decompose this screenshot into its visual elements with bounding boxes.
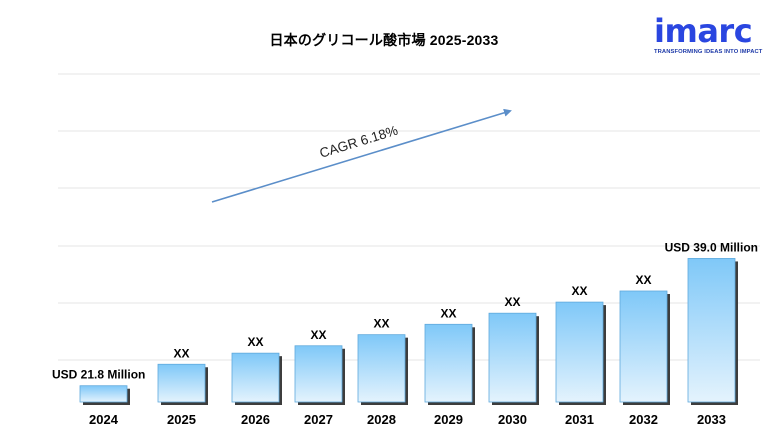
bar bbox=[79, 385, 128, 403]
cagr-label: CAGR 6.18% bbox=[318, 123, 400, 161]
data-label: XX bbox=[635, 273, 651, 287]
x-tick-label: 2033 bbox=[697, 412, 726, 427]
bar bbox=[619, 290, 668, 403]
bar bbox=[488, 312, 537, 403]
x-tick-label: 2029 bbox=[434, 412, 463, 427]
data-label: USD 21.8 Million bbox=[52, 368, 145, 382]
data-label: USD 39.0 Million bbox=[665, 240, 758, 254]
x-tick-label: 2027 bbox=[304, 412, 333, 427]
bar bbox=[157, 363, 206, 403]
chart-title: 日本のグリコール酸市場 2025-2033 bbox=[269, 32, 499, 48]
data-label: XX bbox=[247, 335, 263, 349]
bar bbox=[555, 301, 604, 403]
x-tick-label: 2026 bbox=[241, 412, 270, 427]
logo-wordmark: imarc bbox=[654, 12, 753, 50]
data-label: XX bbox=[571, 284, 587, 298]
data-label: XX bbox=[373, 317, 389, 331]
data-label: XX bbox=[310, 328, 326, 342]
data-label: XX bbox=[504, 295, 520, 309]
data-labels: USD 21.8 Million XX XX XX XX XX XX XX XX USD 39.0… bbox=[52, 240, 758, 381]
x-tick-label: 2025 bbox=[167, 412, 196, 427]
cagr-arrow bbox=[211, 108, 512, 203]
data-label: XX bbox=[173, 346, 189, 360]
imarc-logo: imarc TRANSFORMING IDEAS INTO IMPACT bbox=[652, 12, 763, 60]
bars bbox=[79, 258, 738, 405]
x-tick-label: 2030 bbox=[498, 412, 527, 427]
bar bbox=[357, 334, 406, 403]
bar bbox=[231, 352, 280, 403]
bar bbox=[687, 258, 736, 403]
bar bbox=[424, 323, 473, 403]
data-label: XX bbox=[440, 306, 456, 320]
x-tick-label: 2024 bbox=[89, 412, 119, 427]
x-tick-label: 2028 bbox=[367, 412, 396, 427]
logo-tagline: TRANSFORMING IDEAS INTO IMPACT bbox=[654, 49, 763, 55]
bar bbox=[294, 345, 343, 403]
x-tick-label: 2031 bbox=[565, 412, 594, 427]
x-axis-ticks: 2024 2025 2026 2027 2028 2029 2030 2031 2032 2033 bbox=[89, 412, 726, 427]
x-tick-label: 2032 bbox=[629, 412, 658, 427]
